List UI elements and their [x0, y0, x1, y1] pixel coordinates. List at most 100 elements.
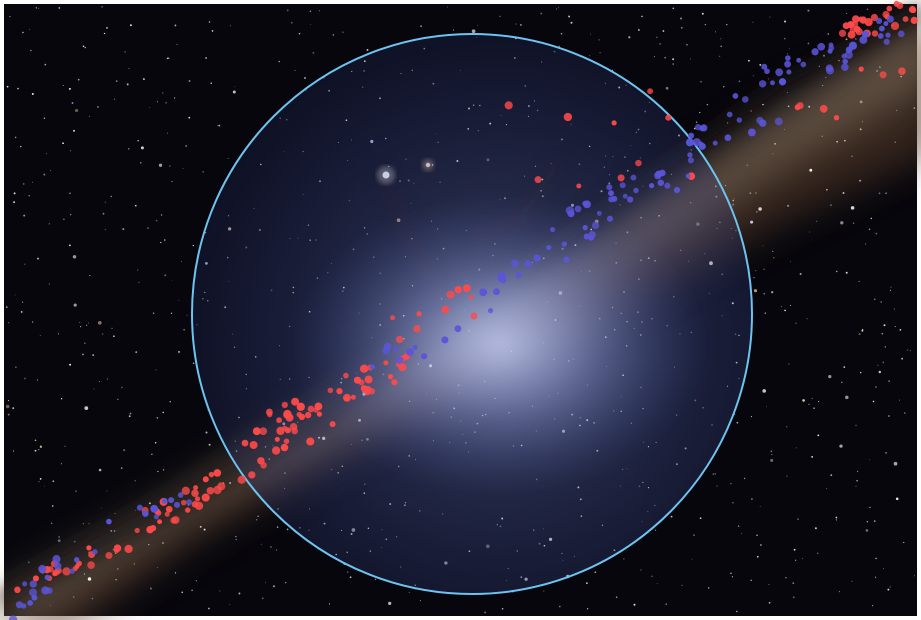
star — [664, 57, 666, 59]
red-marker — [576, 183, 582, 189]
star — [881, 333, 883, 335]
star — [31, 93, 34, 95]
star — [814, 527, 817, 530]
star — [844, 139, 846, 142]
star — [22, 31, 24, 34]
blue-marker — [698, 142, 706, 150]
star — [862, 121, 864, 123]
red-marker — [74, 564, 80, 570]
blue-marker — [747, 128, 756, 137]
star — [188, 80, 191, 82]
red-marker — [281, 401, 288, 409]
red-marker — [910, 16, 918, 24]
red-marker — [890, 21, 900, 31]
star — [835, 519, 837, 521]
star — [732, 199, 734, 202]
red-marker — [879, 71, 887, 79]
red-marker — [390, 315, 396, 321]
red-marker — [359, 364, 369, 373]
red-marker — [504, 101, 513, 110]
red-marker — [62, 567, 71, 576]
star — [58, 7, 61, 9]
star — [788, 363, 790, 365]
star — [186, 314, 188, 316]
blue-marker — [22, 581, 28, 587]
star — [821, 135, 823, 137]
star — [342, 31, 344, 33]
blue-marker — [142, 510, 149, 517]
star — [903, 541, 905, 543]
blue-marker — [106, 518, 112, 525]
star — [87, 577, 92, 581]
red-marker — [851, 15, 860, 23]
red-marker — [193, 485, 199, 491]
star — [219, 590, 221, 592]
star — [199, 525, 202, 528]
red-marker — [113, 544, 122, 552]
red-marker — [368, 388, 376, 395]
star — [142, 78, 145, 81]
star — [238, 592, 241, 595]
red-marker — [441, 305, 450, 314]
star — [807, 9, 810, 12]
red-marker — [157, 519, 163, 525]
blue-marker — [736, 117, 743, 123]
star — [769, 16, 771, 18]
star — [699, 517, 702, 520]
red-marker — [165, 505, 173, 513]
star — [768, 584, 770, 585]
red-marker — [124, 544, 133, 554]
star — [34, 449, 37, 452]
star — [70, 150, 71, 152]
blue-marker — [758, 80, 767, 88]
blue-marker — [726, 111, 733, 118]
star — [809, 168, 813, 172]
star — [704, 23, 707, 26]
star — [785, 577, 787, 579]
star — [101, 333, 104, 335]
red-marker — [194, 496, 201, 502]
red-marker — [213, 485, 222, 495]
star — [420, 25, 423, 28]
star — [768, 601, 771, 604]
star — [836, 140, 838, 143]
star — [208, 21, 211, 23]
star — [15, 366, 17, 368]
blue-marker — [688, 132, 695, 139]
star — [794, 559, 797, 561]
red-marker — [280, 443, 289, 452]
star — [332, 34, 335, 36]
star — [628, 36, 631, 39]
red-marker — [344, 396, 349, 402]
star — [883, 568, 885, 570]
star — [49, 604, 51, 606]
star — [858, 333, 861, 336]
star — [822, 84, 824, 86]
star — [817, 434, 820, 437]
star — [795, 447, 797, 449]
red-marker — [635, 159, 642, 167]
red-marker — [241, 439, 249, 447]
star — [714, 31, 716, 33]
star — [806, 318, 808, 320]
star — [784, 309, 786, 312]
star — [294, 69, 296, 71]
star — [48, 283, 51, 285]
star — [98, 468, 102, 472]
blue-marker-group — [8, 15, 905, 620]
star — [12, 450, 15, 452]
red-marker — [52, 569, 60, 576]
star — [82, 523, 84, 525]
star — [861, 329, 864, 332]
red-marker — [350, 394, 356, 400]
blue-marker — [758, 119, 767, 127]
red-marker — [468, 294, 474, 300]
blue-marker — [488, 308, 494, 314]
star — [720, 38, 722, 40]
star — [124, 51, 126, 53]
blue-marker — [694, 123, 702, 131]
star — [43, 173, 46, 176]
star — [712, 473, 714, 475]
red-marker — [353, 376, 362, 384]
star — [133, 563, 135, 565]
